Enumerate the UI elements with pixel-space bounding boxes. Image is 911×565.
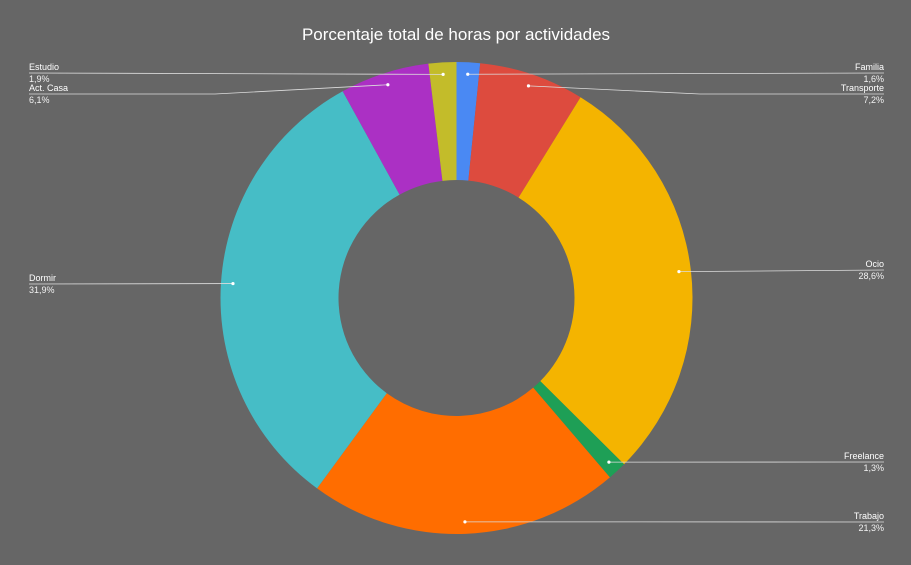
label-act-casa: Act. Casa: [29, 83, 68, 93]
slice-familia[interactable]: [456, 62, 481, 181]
value-label-act-casa: 6,1%: [29, 95, 50, 105]
label-ocio: Ocio: [865, 259, 884, 269]
leader-dot-familia: [466, 72, 470, 76]
leader-dot-act-casa: [386, 83, 390, 87]
value-label-freelance: 1,3%: [863, 463, 884, 473]
slice-act-casa[interactable]: [342, 63, 443, 195]
leader-dot-freelance: [607, 460, 611, 464]
leader-line-familia: [467, 72, 885, 75]
label-freelance: Freelance: [844, 451, 884, 461]
leader-line-estudio: [28, 72, 444, 75]
label-dormir: Dormir: [29, 273, 56, 283]
leader-dot-ocio: [677, 270, 681, 274]
slice-estudio[interactable]: [428, 62, 457, 181]
leader-line-act-casa: [29, 84, 388, 95]
value-label-ocio: 28,6%: [858, 271, 884, 281]
donut-slices: [220, 62, 693, 534]
leader-line-ocio: [678, 269, 885, 273]
value-label-estudio: 1,9%: [29, 74, 50, 84]
value-label-dormir: 31,9%: [29, 285, 55, 295]
value-label-transporte: 7,2%: [863, 95, 884, 105]
leader-dot-transporte: [526, 84, 531, 88]
leader-dot-trabajo: [463, 520, 467, 524]
label-transporte: Transporte: [841, 83, 884, 93]
slice-dormir[interactable]: [220, 91, 400, 489]
leader-dot-dormir: [231, 281, 235, 286]
value-label-trabajo: 21,3%: [858, 523, 884, 533]
value-label-familia: 1,6%: [863, 74, 884, 84]
slice-trabajo[interactable]: [317, 387, 610, 534]
leader-line-transporte: [528, 85, 884, 95]
slice-freelance[interactable]: [533, 381, 625, 478]
leader-dot-estudio: [441, 72, 445, 76]
slice-labels: Familia 1,6%Transporte 7,2% Ocio 28,6% Freela…: [28, 62, 885, 533]
chart-title: Porcentaje total de horas por actividade…: [302, 25, 610, 44]
slice-transporte[interactable]: [468, 63, 581, 198]
label-familia: Familia: [855, 62, 884, 72]
label-estudio: Estudio: [29, 62, 59, 72]
slice-ocio[interactable]: [518, 97, 693, 465]
label-trabajo: Trabajo: [854, 511, 884, 521]
